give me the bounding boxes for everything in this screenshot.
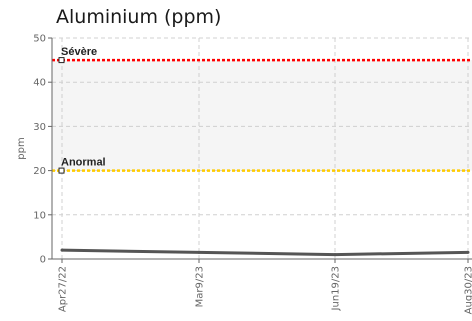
- y-tick-label-4: 40: [33, 78, 46, 89]
- y-axis-label: ppm: [16, 137, 27, 159]
- x-tick-label-0: Apr27/22: [58, 266, 69, 312]
- data-point-0-3: [466, 250, 470, 254]
- series-line-0: [61, 248, 469, 257]
- threshold-label-0: Sévère: [61, 46, 97, 58]
- y-tick-label-5: 50: [33, 34, 46, 45]
- series-group: [60, 248, 470, 257]
- data-point-0-1: [197, 250, 201, 254]
- threshold-marker-1: [58, 167, 65, 174]
- thresholds: Sévère Anormal: [52, 46, 472, 174]
- x-ticks: Apr27/22 Mar9/23 Jun19/23 Aug30/23: [58, 259, 472, 314]
- y-tick-label-0: 0: [40, 255, 46, 266]
- x-tick-label-1: Mar9/23: [195, 266, 206, 307]
- threshold-band: [52, 60, 472, 171]
- y-tick-label-3: 30: [33, 122, 46, 133]
- x-tick-label-3: Aug30/23: [464, 266, 472, 314]
- threshold-label-1: Anormal: [61, 157, 106, 169]
- chart-title: Aluminium (ppm): [56, 6, 222, 28]
- x-tick-label-2: Jun19/23: [331, 266, 342, 311]
- threshold-marker-0: [58, 57, 65, 64]
- y-tick-label-2: 20: [33, 166, 46, 177]
- y-ticks: 0 10 20 30 40 50: [33, 34, 52, 266]
- data-point-0-2: [333, 253, 337, 257]
- data-point-0-0: [60, 248, 64, 252]
- y-tick-label-1: 10: [33, 210, 46, 221]
